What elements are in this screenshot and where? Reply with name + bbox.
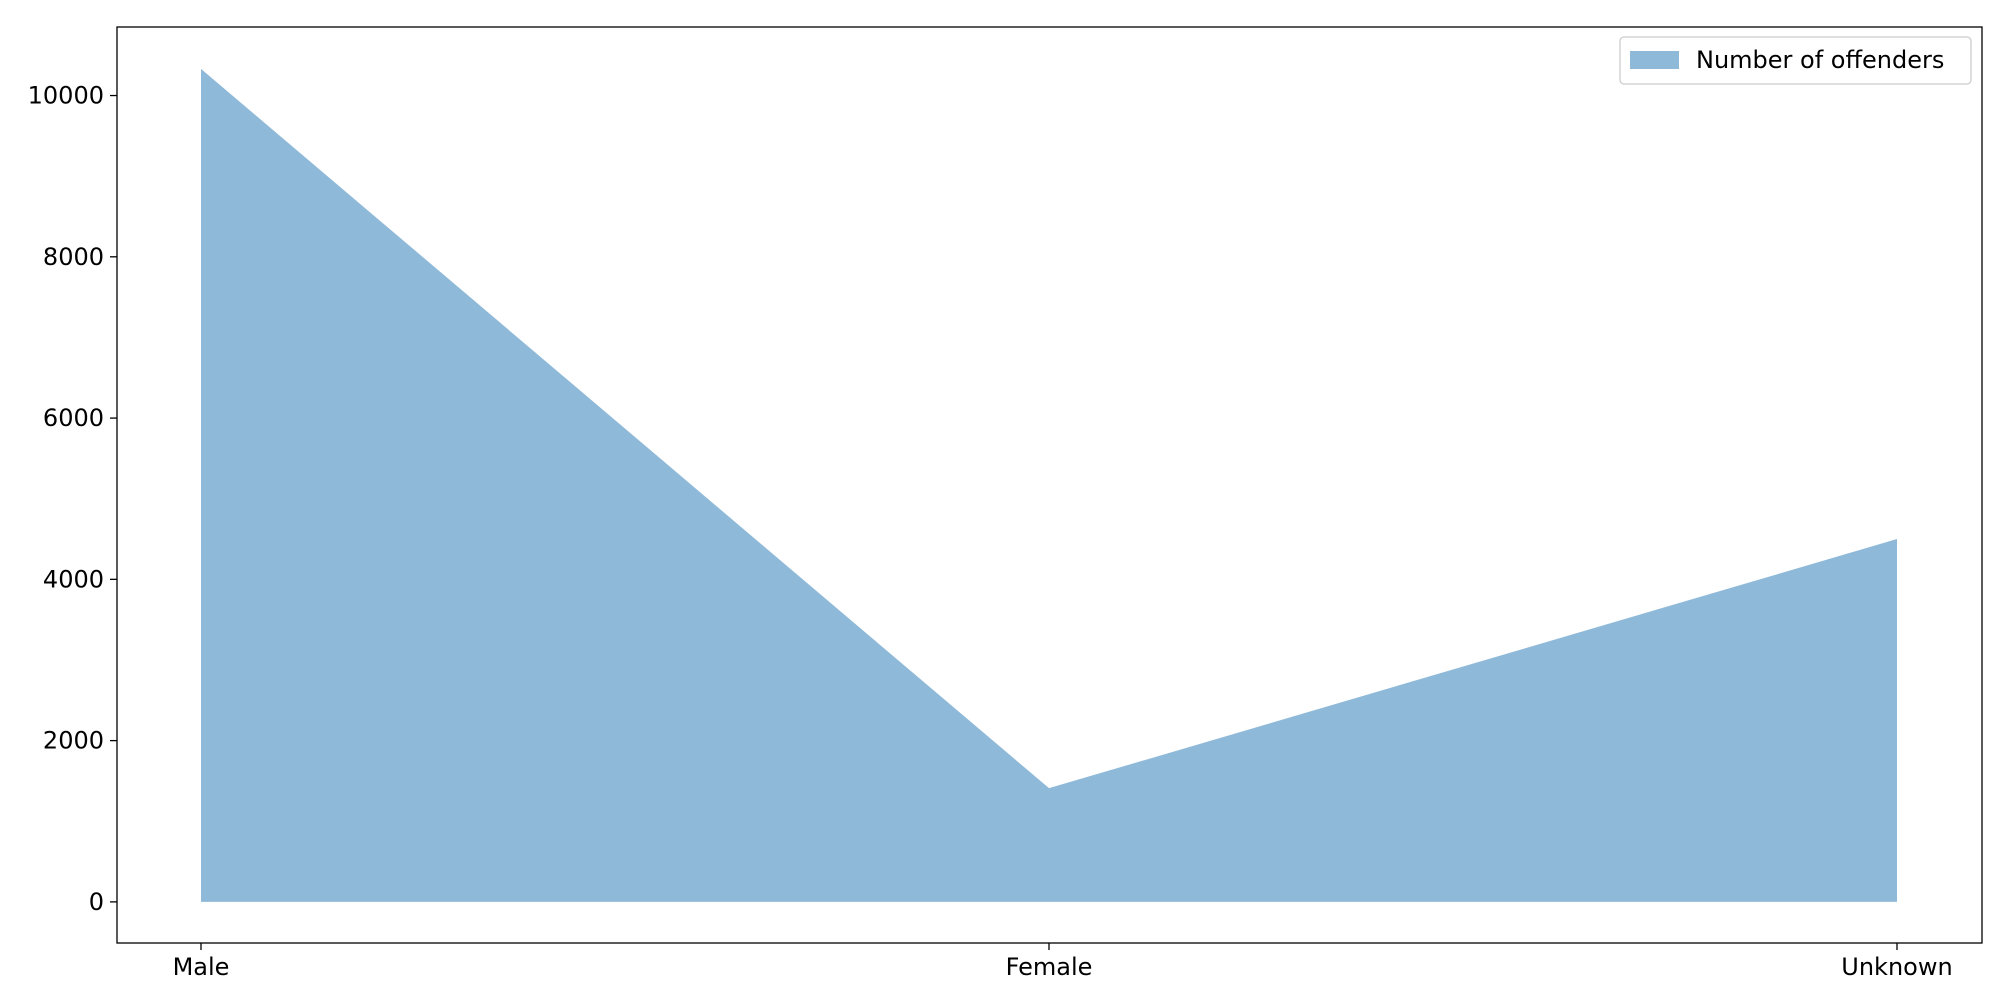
y-tick-label: 6000 [43, 404, 104, 432]
y-tick-label: 4000 [43, 565, 104, 593]
x-tick-label: Male [173, 953, 230, 981]
y-tick-label: 8000 [43, 243, 104, 271]
area-series-number-of-offenders [201, 68, 1897, 902]
legend: Number of offenders [1619, 36, 1972, 85]
legend-label: Number of offenders [1696, 46, 1944, 74]
x-axis: Male Female Unknown [173, 943, 1953, 981]
y-axis: 0 2000 4000 6000 8000 10000 [28, 82, 117, 916]
legend-swatch [1630, 51, 1679, 69]
legend-box [1619, 36, 1972, 85]
y-tick-label: 10000 [28, 82, 104, 110]
y-tick-label: 2000 [43, 727, 104, 755]
x-tick-label: Unknown [1841, 953, 1952, 981]
x-tick-label: Female [1006, 953, 1093, 981]
y-tick-label: 0 [89, 888, 104, 916]
area-layer [201, 68, 1897, 902]
